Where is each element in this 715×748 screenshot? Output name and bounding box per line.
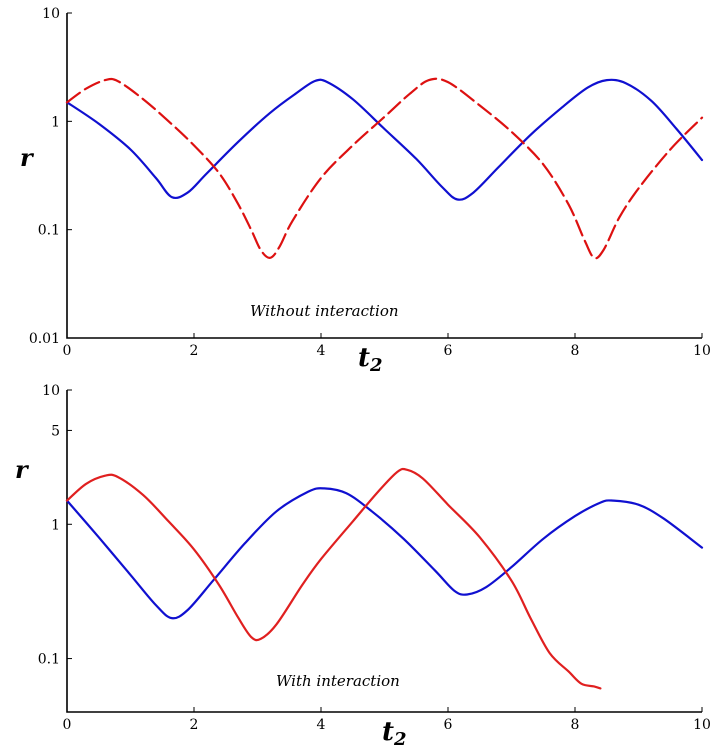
x-axis-label: t2 <box>382 717 407 748</box>
x-tick-label: 10 <box>693 717 711 733</box>
series-group <box>65 77 704 260</box>
series-group <box>65 467 704 690</box>
tick-group: 0 2 4 6 8 10 10 1 0.1 0.01 <box>29 6 711 359</box>
chart-panel-without-interaction: 0 2 4 6 8 10 10 1 0.1 0.01 r t2 Without interacti… <box>20 6 711 376</box>
axes-frame <box>66 390 702 713</box>
series-line-2 <box>65 77 704 260</box>
x-tick-label: 8 <box>571 343 580 359</box>
tick-group: 0 2 4 6 8 10 10 5 1 0.1 <box>38 383 711 733</box>
series-line-1 <box>65 78 704 201</box>
y-tick-label: 0.1 <box>38 652 60 668</box>
x-tick-label: 4 <box>317 717 326 733</box>
axes-frame <box>66 13 702 339</box>
x-tick-label: 4 <box>317 343 326 359</box>
y-tick-label: 1 <box>51 517 60 533</box>
chart-panel-with-interaction: 0 2 4 6 8 10 10 5 1 0.1 r t2 With interaction <box>15 383 711 748</box>
x-tick-label: 6 <box>444 717 453 733</box>
y-tick-label: 0.1 <box>38 223 60 239</box>
x-tick-label: 6 <box>444 343 453 359</box>
x-tick-label: 2 <box>190 717 199 733</box>
annotation-with-interaction: With interaction <box>276 672 400 690</box>
x-tick-label: 8 <box>571 717 580 733</box>
y-tick-label: 10 <box>42 383 60 399</box>
x-tick-label: 10 <box>693 343 711 359</box>
y-tick-label: 5 <box>51 423 60 439</box>
y-axis-label: r <box>15 455 30 484</box>
series-line-1 <box>65 487 704 620</box>
x-axis-label: t2 <box>358 343 383 376</box>
y-tick-label: 10 <box>42 6 60 22</box>
x-tick-label: 0 <box>63 717 72 733</box>
x-tick-label: 2 <box>190 343 199 359</box>
y-tick-label: 0.01 <box>29 331 60 347</box>
y-tick-label: 1 <box>51 114 60 130</box>
annotation-without-interaction: Without interaction <box>250 302 399 320</box>
y-axis-label: r <box>20 143 35 172</box>
x-tick-label: 0 <box>63 343 72 359</box>
series-line-2 <box>65 467 602 690</box>
